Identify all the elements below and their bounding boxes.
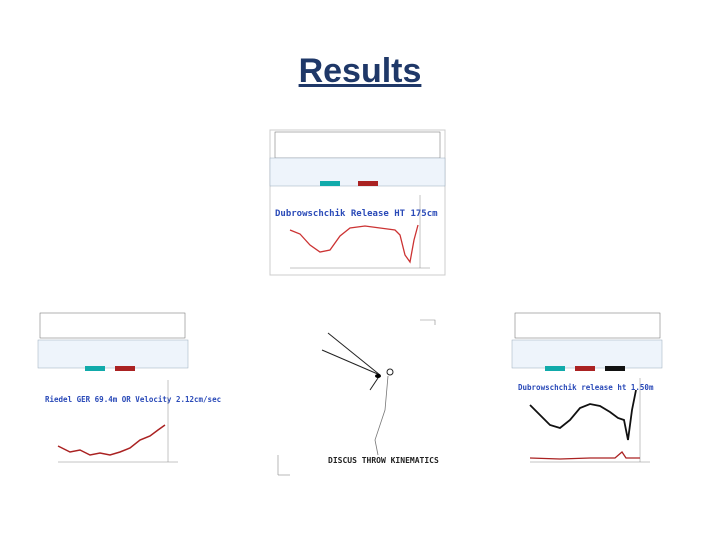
button <box>575 366 595 371</box>
slide-title: Results <box>298 52 422 90</box>
vector <box>321 349 381 376</box>
head <box>386 368 394 376</box>
figure-strip <box>269 157 446 187</box>
stick-figure-diagram: DISCUS THROW KINEMATICS <box>277 319 439 476</box>
corner <box>420 319 436 325</box>
button <box>605 366 625 371</box>
menu-box <box>39 312 186 339</box>
plot-caption: Riedel GER 69.4m OR Velocity 2.12cm/sec <box>45 395 221 404</box>
plot-caption: Dubrowschchik release ht 1.50m <box>518 383 654 392</box>
figure-strip <box>511 339 663 369</box>
screenshot-top: Dubrowschchik Release HT 175cm <box>269 129 446 276</box>
screenshot-left: Riedel GER 69.4m OR Velocity 2.12cm/sec <box>37 312 221 463</box>
discus <box>375 374 381 378</box>
button <box>545 366 565 371</box>
vector <box>327 332 381 376</box>
curve <box>529 451 640 460</box>
screenshot-right: Dubrowschchik release ht 1.50m <box>511 312 663 463</box>
button <box>85 366 105 371</box>
curve <box>529 389 637 441</box>
plot-caption: DISCUS THROW KINEMATICS <box>328 456 439 465</box>
curve <box>57 424 166 456</box>
menu-box <box>274 131 441 159</box>
button <box>320 181 340 186</box>
menu-box <box>514 312 661 339</box>
button <box>115 366 135 371</box>
figure-strip <box>37 339 189 369</box>
body <box>374 375 389 456</box>
plot-caption: Dubrowschchik Release HT 175cm <box>275 208 438 219</box>
button <box>358 181 378 186</box>
curve <box>289 224 419 264</box>
